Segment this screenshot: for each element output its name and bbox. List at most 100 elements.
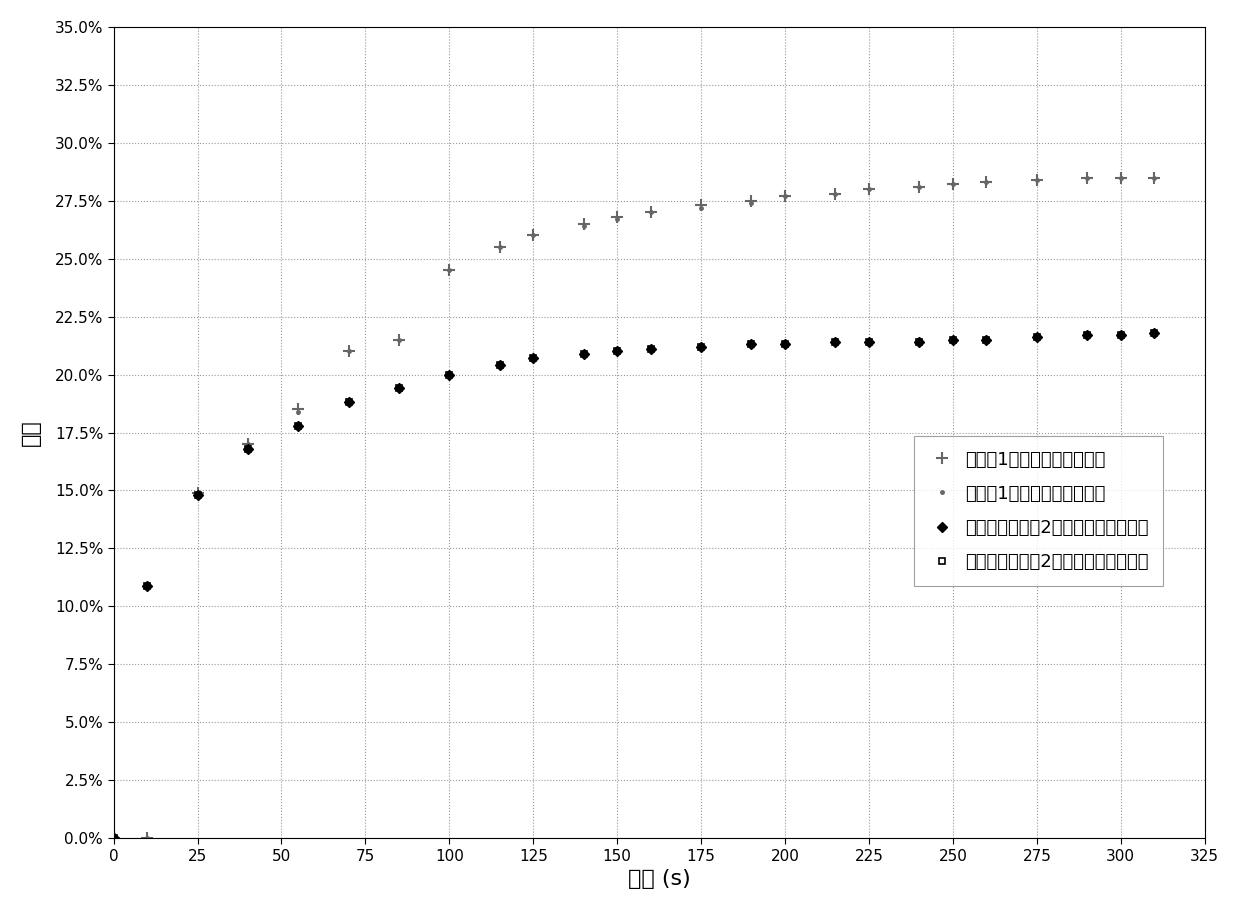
对比例1，一个密封盖，测试 — [610, 211, 625, 222]
本发明的实施例2，一个密封盖，拟合 — [1080, 329, 1095, 340]
对比例1，一个密封盖，拟合 — [107, 833, 122, 844]
本发明的实施例2，一个密封盖，拟合 — [1147, 328, 1162, 339]
本发明的实施例2，一个密封盖，测试 — [1114, 329, 1128, 340]
对比例1，一个密封盖，拟合 — [291, 406, 306, 417]
对比例1，一个密封盖，测试 — [644, 207, 658, 217]
本发明的实施例2，一个密封盖，测试 — [341, 397, 356, 408]
本发明的实施例2，一个密封盖，测试 — [911, 337, 926, 348]
对比例1，一个密封盖，拟合 — [777, 190, 792, 201]
对比例1，一个密封盖，测试 — [341, 346, 356, 357]
对比例1，一个密封盖，拟合 — [341, 346, 356, 357]
本发明的实施例2，一个密封盖，测试 — [693, 341, 708, 352]
对比例1，一个密封盖，测试 — [911, 181, 926, 192]
对比例1，一个密封盖，拟合 — [492, 241, 507, 252]
对比例1，一个密封盖，拟合 — [610, 214, 625, 225]
对比例1，一个密封盖，测试 — [190, 488, 205, 499]
本发明的实施例2，一个密封盖，拟合 — [693, 341, 708, 352]
对比例1，一个密封盖，测试 — [693, 200, 708, 211]
本发明的实施例2，一个密封盖，测试 — [241, 443, 255, 454]
本发明的实施例2，一个密封盖，测试 — [610, 346, 625, 357]
本发明的实施例2，一个密封盖，测试 — [828, 337, 843, 348]
对比例1，一个密封盖，测试 — [980, 177, 994, 187]
对比例1，一个密封盖，测试 — [241, 439, 255, 450]
X-axis label: 时间 (s): 时间 (s) — [627, 869, 691, 889]
对比例1，一个密封盖，测试 — [577, 218, 591, 229]
本发明的实施例2，一个密封盖，测试 — [945, 334, 960, 345]
本发明的实施例2，一个密封盖，拟合 — [610, 346, 625, 357]
Line: 本发明的实施例2，一个密封盖，测试: 本发明的实施例2，一个密封盖，测试 — [110, 329, 1158, 842]
本发明的实施例2，一个密封盖，测试 — [1147, 328, 1162, 339]
本发明的实施例2，一个密封盖，测试 — [140, 580, 155, 591]
对比例1，一个密封盖，拟合 — [1080, 172, 1095, 183]
对比例1，一个密封盖，拟合 — [190, 488, 205, 499]
本发明的实施例2，一个密封盖，测试 — [291, 420, 306, 431]
对比例1，一个密封盖，拟合 — [911, 181, 926, 192]
本发明的实施例2，一个密封盖，拟合 — [492, 359, 507, 370]
对比例1，一个密封盖，测试 — [107, 833, 122, 844]
对比例1，一个密封盖，测试 — [862, 184, 877, 195]
对比例1，一个密封盖，测试 — [1029, 175, 1044, 186]
本发明的实施例2，一个密封盖，拟合 — [291, 420, 306, 431]
对比例1，一个密封盖，拟合 — [693, 202, 708, 213]
对比例1，一个密封盖，拟合 — [441, 265, 456, 276]
本发明的实施例2，一个密封盖，测试 — [492, 359, 507, 370]
本发明的实施例2，一个密封盖，拟合 — [828, 337, 843, 348]
本发明的实施例2，一个密封盖，拟合 — [107, 833, 122, 844]
本发明的实施例2，一个密封盖，拟合 — [862, 337, 877, 348]
对比例1，一个密封盖，拟合 — [577, 221, 591, 232]
对比例1，一个密封盖，拟合 — [862, 184, 877, 195]
对比例1，一个密封盖，拟合 — [1147, 172, 1162, 183]
对比例1，一个密封盖，拟合 — [644, 207, 658, 217]
对比例1，一个密封盖，测试 — [291, 404, 306, 415]
本发明的实施例2，一个密封盖，拟合 — [1029, 332, 1044, 343]
本发明的实施例2，一个密封盖，拟合 — [577, 349, 591, 359]
Line: 对比例1，一个密封盖，测试: 对比例1，一个密封盖，测试 — [108, 171, 1161, 844]
本发明的实施例2，一个密封盖，拟合 — [911, 337, 926, 348]
对比例1，一个密封盖，测试 — [526, 230, 541, 241]
本发明的实施例2，一个密封盖，拟合 — [980, 334, 994, 345]
本发明的实施例2，一个密封盖，拟合 — [441, 369, 456, 380]
对比例1，一个密封盖，拟合 — [1114, 172, 1128, 183]
Y-axis label: 应变: 应变 — [21, 420, 41, 446]
对比例1，一个密封盖，测试 — [828, 188, 843, 199]
对比例1，一个密封盖，拟合 — [241, 439, 255, 450]
本发明的实施例2，一个密封盖，拟合 — [392, 383, 407, 394]
Line: 对比例1，一个密封盖，拟合: 对比例1，一个密封盖，拟合 — [110, 174, 1158, 842]
对比例1，一个密封盖，拟合 — [828, 188, 843, 199]
对比例1，一个密封盖，测试 — [1114, 172, 1128, 183]
本发明的实施例2，一个密封盖，测试 — [526, 353, 541, 364]
本发明的实施例2，一个密封盖，拟合 — [1114, 329, 1128, 340]
本发明的实施例2，一个密封盖，测试 — [441, 369, 456, 380]
对比例1，一个密封盖，拟合 — [744, 197, 759, 208]
对比例1，一个密封盖，测试 — [1147, 172, 1162, 183]
对比例1，一个密封盖，拟合 — [140, 833, 155, 844]
对比例1，一个密封盖，拟合 — [1029, 175, 1044, 186]
本发明的实施例2，一个密封盖，拟合 — [644, 344, 658, 355]
本发明的实施例2，一个密封盖，拟合 — [744, 339, 759, 349]
本发明的实施例2，一个密封盖，测试 — [777, 339, 792, 349]
本发明的实施例2，一个密封盖，测试 — [577, 349, 591, 359]
对比例1，一个密封盖，拟合 — [392, 334, 407, 345]
对比例1，一个密封盖，测试 — [744, 196, 759, 207]
本发明的实施例2，一个密封盖，测试 — [862, 337, 877, 348]
对比例1，一个密封盖，测试 — [777, 190, 792, 201]
本发明的实施例2，一个密封盖，测试 — [392, 383, 407, 394]
本发明的实施例2，一个密封盖，测试 — [107, 833, 122, 844]
本发明的实施例2，一个密封盖，测试 — [190, 490, 205, 501]
本发明的实施例2，一个密封盖，拟合 — [140, 580, 155, 591]
本发明的实施例2，一个密封盖，拟合 — [190, 490, 205, 501]
对比例1，一个密封盖，拟合 — [526, 230, 541, 241]
本发明的实施例2，一个密封盖，拟合 — [777, 339, 792, 349]
本发明的实施例2，一个密封盖，拟合 — [341, 397, 356, 408]
本发明的实施例2，一个密封盖，拟合 — [945, 334, 960, 345]
本发明的实施例2，一个密封盖，测试 — [980, 334, 994, 345]
对比例1，一个密封盖，拟合 — [980, 177, 994, 187]
对比例1，一个密封盖，拟合 — [945, 179, 960, 190]
对比例1，一个密封盖，测试 — [1080, 172, 1095, 183]
本发明的实施例2，一个密封盖，测试 — [744, 339, 759, 349]
对比例1，一个密封盖，测试 — [441, 265, 456, 276]
对比例1，一个密封盖，测试 — [392, 334, 407, 345]
对比例1，一个密封盖，测试 — [945, 179, 960, 190]
本发明的实施例2，一个密封盖，拟合 — [526, 353, 541, 364]
本发明的实施例2，一个密封盖，测试 — [1029, 332, 1044, 343]
